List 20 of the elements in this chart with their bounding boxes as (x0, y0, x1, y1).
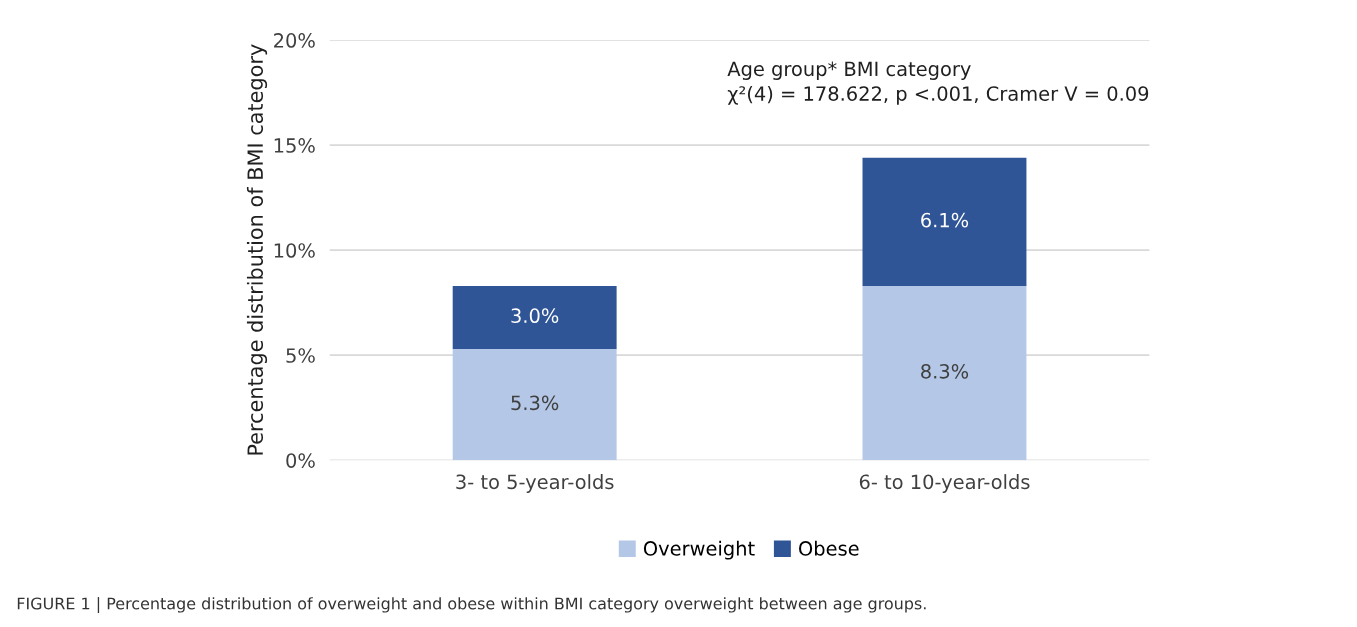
y-tick-label: 10% (274, 243, 315, 258)
bar (452, 348, 617, 461)
x-tick-label: 3- to 5-year-olds (456, 474, 614, 493)
data-label: 8.3% (921, 363, 969, 379)
caption: FIGURE 1 | Percentage distribution of overweight and obese within BMI category overweight between age groups. (17, 597, 926, 614)
y-axis-title: Percentage distribution of BMI category (246, 44, 268, 455)
data-label: 3.0% (511, 308, 559, 324)
bar (862, 157, 1027, 286)
bar (452, 285, 617, 349)
bar (862, 285, 1027, 461)
y-tick-label: 15% (274, 138, 315, 153)
legend-label: Overweight (643, 540, 755, 560)
annotation: Age group* BMI category χ²(4) = 178.622, p <.001, Cramer V = 0.09 (727, 61, 1149, 105)
legend-label: Obese (799, 540, 859, 556)
y-tick-label: 20% (274, 33, 315, 48)
data-label: 6.1% (921, 212, 969, 228)
data-label: 5.3% (511, 395, 559, 411)
y-tick-label: 0% (286, 453, 315, 468)
y-tick-label: 5% (286, 348, 315, 363)
x-tick-label: 6- to 10-year-olds (859, 474, 1030, 493)
